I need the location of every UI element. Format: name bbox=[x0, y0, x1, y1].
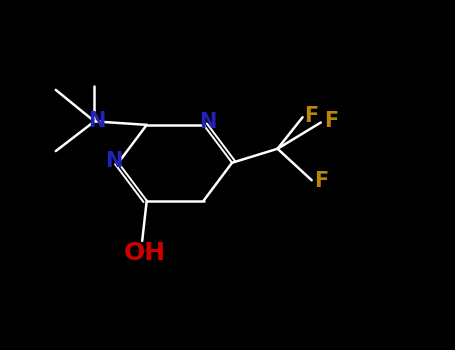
Text: F: F bbox=[304, 105, 319, 126]
Text: OH: OH bbox=[123, 241, 166, 265]
Text: N: N bbox=[88, 111, 106, 131]
Text: F: F bbox=[314, 171, 329, 191]
Text: F: F bbox=[324, 111, 338, 132]
Text: N: N bbox=[105, 151, 122, 171]
Text: N: N bbox=[199, 112, 217, 132]
